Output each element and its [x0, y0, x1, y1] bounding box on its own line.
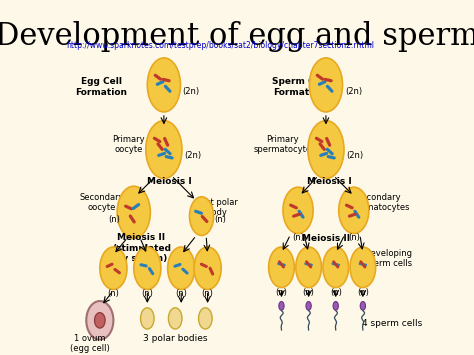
Text: (n): (n)	[292, 234, 304, 242]
Ellipse shape	[269, 247, 294, 288]
Ellipse shape	[117, 186, 150, 238]
Ellipse shape	[199, 308, 212, 329]
Ellipse shape	[146, 121, 182, 179]
Text: (2n): (2n)	[184, 151, 201, 160]
Text: Developing
sperm cells: Developing sperm cells	[365, 249, 412, 268]
Text: Development of egg and sperm: Development of egg and sperm	[0, 21, 474, 52]
Text: First polar
body: First polar body	[196, 198, 237, 217]
Ellipse shape	[100, 247, 127, 289]
Text: 4 sperm cells: 4 sperm cells	[362, 319, 422, 328]
Text: Meiosis I: Meiosis I	[147, 176, 191, 186]
Text: Primary
oocyte: Primary oocyte	[112, 135, 145, 154]
Ellipse shape	[194, 247, 221, 289]
Text: Primary
spermatocyte: Primary spermatocyte	[253, 135, 311, 154]
Ellipse shape	[168, 308, 182, 329]
Ellipse shape	[168, 247, 195, 289]
Ellipse shape	[134, 247, 161, 289]
Ellipse shape	[94, 313, 105, 328]
Text: (n): (n)	[108, 289, 119, 299]
Text: (n): (n)	[348, 234, 360, 242]
Text: (n): (n)	[330, 288, 342, 296]
Ellipse shape	[147, 58, 181, 112]
Text: (2n): (2n)	[345, 87, 362, 96]
Text: (2n): (2n)	[183, 87, 200, 96]
Text: Meiosis II: Meiosis II	[302, 234, 350, 244]
Ellipse shape	[86, 301, 113, 340]
Text: (n): (n)	[141, 289, 153, 299]
Ellipse shape	[279, 301, 284, 310]
Ellipse shape	[283, 187, 313, 234]
Ellipse shape	[308, 121, 344, 179]
Ellipse shape	[190, 197, 214, 235]
Text: http://www.sparknotes.com/testprep/books/sat2/biology/chapter7section2.rhtml: http://www.sparknotes.com/testprep/books…	[66, 40, 374, 50]
Ellipse shape	[360, 301, 365, 310]
Text: (n): (n)	[175, 289, 187, 299]
Ellipse shape	[333, 301, 338, 310]
Text: Secondary
spermatocytes: Secondary spermatocytes	[347, 193, 410, 212]
Text: Egg Cell
Formation: Egg Cell Formation	[75, 77, 128, 97]
Text: (2n): (2n)	[346, 151, 364, 160]
Ellipse shape	[306, 301, 311, 310]
Text: 3 polar bodies: 3 polar bodies	[143, 334, 208, 343]
Text: (n): (n)	[214, 215, 226, 224]
Ellipse shape	[296, 247, 321, 288]
Text: Sperm Cell
Formation: Sperm Cell Formation	[272, 77, 327, 97]
Text: Meiosis II
(stimulated
by sperm): Meiosis II (stimulated by sperm)	[112, 234, 171, 263]
Ellipse shape	[310, 58, 343, 112]
Ellipse shape	[350, 247, 376, 288]
Ellipse shape	[323, 247, 348, 288]
Ellipse shape	[339, 187, 369, 234]
Text: (n): (n)	[275, 288, 287, 296]
Text: Secondary
oocyte: Secondary oocyte	[80, 193, 124, 212]
Text: Meiosis I: Meiosis I	[307, 176, 352, 186]
Text: 1 ovum
(egg cell): 1 ovum (egg cell)	[70, 334, 110, 353]
Text: (n): (n)	[303, 288, 315, 296]
Ellipse shape	[140, 308, 154, 329]
Text: (n): (n)	[201, 289, 214, 299]
Text: (n): (n)	[108, 215, 120, 224]
Text: (n): (n)	[357, 288, 369, 296]
